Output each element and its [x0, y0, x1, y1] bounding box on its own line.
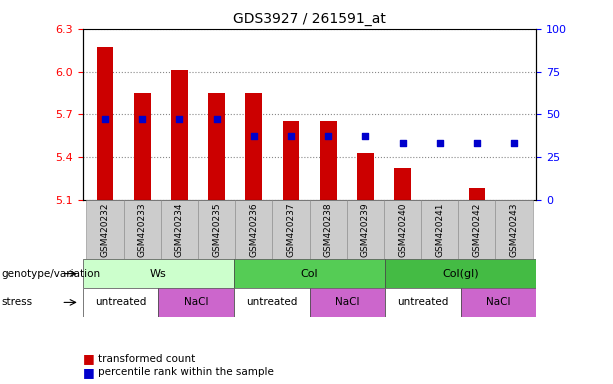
- Point: [100, 116, 110, 122]
- Point: [360, 133, 370, 139]
- Point: [175, 116, 185, 122]
- Bar: [208, 93, 225, 200]
- Bar: [235, 200, 272, 259]
- Text: GSM420238: GSM420238: [324, 203, 333, 257]
- Text: Ws: Ws: [150, 268, 167, 279]
- Text: GSM420236: GSM420236: [249, 203, 258, 257]
- Bar: [134, 93, 151, 200]
- Text: GSM420241: GSM420241: [435, 203, 444, 257]
- Bar: [310, 288, 385, 317]
- Point: [435, 140, 444, 146]
- Bar: [357, 153, 374, 200]
- Text: NaCl: NaCl: [335, 297, 360, 308]
- Bar: [385, 259, 536, 288]
- Text: NaCl: NaCl: [184, 297, 208, 308]
- Bar: [161, 200, 198, 259]
- Text: GSM420243: GSM420243: [509, 203, 519, 257]
- Bar: [245, 93, 262, 200]
- Bar: [421, 200, 459, 259]
- Text: untreated: untreated: [397, 297, 449, 308]
- Text: untreated: untreated: [246, 297, 297, 308]
- Text: untreated: untreated: [95, 297, 147, 308]
- Text: GSM420233: GSM420233: [138, 203, 147, 257]
- Bar: [198, 200, 235, 259]
- Bar: [459, 200, 495, 259]
- Text: GSM420234: GSM420234: [175, 203, 184, 257]
- Point: [472, 140, 482, 146]
- Text: GSM420237: GSM420237: [286, 203, 295, 257]
- Bar: [384, 200, 421, 259]
- Text: GSM420239: GSM420239: [361, 203, 370, 257]
- Text: percentile rank within the sample: percentile rank within the sample: [98, 367, 274, 377]
- Text: GSM420232: GSM420232: [101, 203, 110, 257]
- Bar: [468, 188, 485, 200]
- Bar: [320, 121, 337, 200]
- Bar: [234, 288, 310, 317]
- Bar: [461, 288, 536, 317]
- Bar: [272, 200, 310, 259]
- Bar: [495, 200, 533, 259]
- Point: [398, 140, 408, 146]
- Text: transformed count: transformed count: [98, 354, 196, 364]
- Point: [249, 133, 259, 139]
- Text: NaCl: NaCl: [486, 297, 511, 308]
- Bar: [83, 259, 234, 288]
- Text: ■: ■: [83, 353, 94, 366]
- Point: [286, 133, 296, 139]
- Bar: [394, 168, 411, 200]
- Text: stress: stress: [1, 297, 32, 308]
- Text: GSM420240: GSM420240: [398, 203, 407, 257]
- Bar: [385, 288, 461, 317]
- Bar: [347, 200, 384, 259]
- Point: [509, 140, 519, 146]
- Text: GSM420242: GSM420242: [473, 203, 481, 257]
- Bar: [310, 200, 347, 259]
- Text: ■: ■: [83, 366, 94, 379]
- Title: GDS3927 / 261591_at: GDS3927 / 261591_at: [233, 12, 386, 26]
- Point: [323, 133, 333, 139]
- Bar: [86, 200, 124, 259]
- Bar: [283, 121, 299, 200]
- Bar: [83, 288, 158, 317]
- Bar: [97, 47, 113, 200]
- Text: Col: Col: [301, 268, 318, 279]
- Bar: [234, 259, 385, 288]
- Text: genotype/variation: genotype/variation: [1, 268, 101, 279]
- Point: [137, 116, 147, 122]
- Text: GSM420235: GSM420235: [212, 203, 221, 257]
- Bar: [124, 200, 161, 259]
- Bar: [158, 288, 234, 317]
- Point: [211, 116, 221, 122]
- Bar: [171, 70, 188, 200]
- Text: Col(gl): Col(gl): [443, 268, 479, 279]
